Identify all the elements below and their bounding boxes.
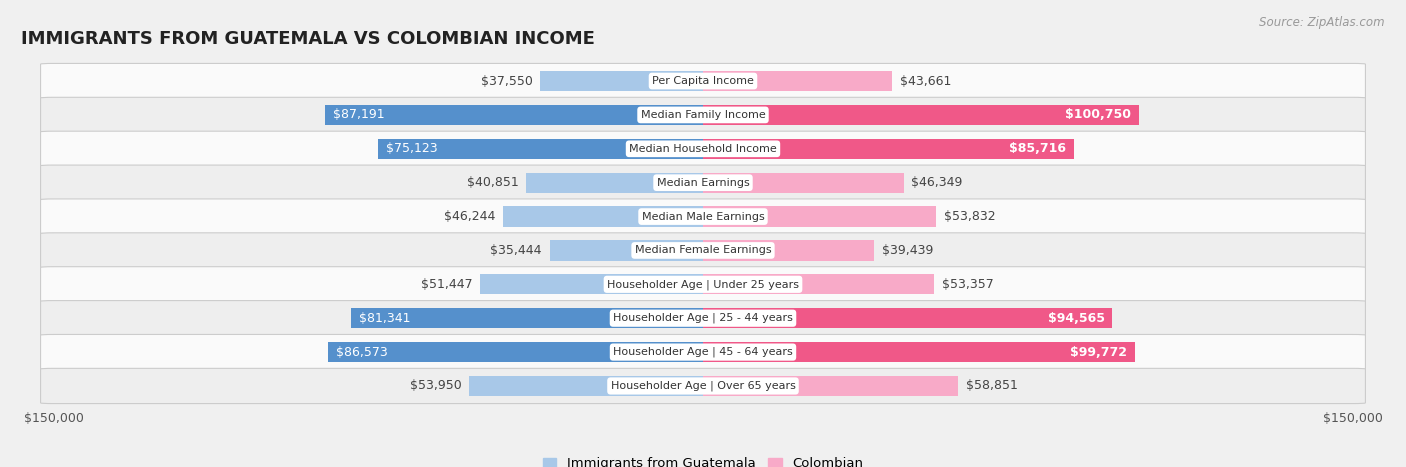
Text: $53,950: $53,950 — [411, 380, 461, 392]
FancyBboxPatch shape — [41, 334, 1365, 370]
Bar — [703, 172, 904, 193]
Bar — [328, 342, 703, 362]
Text: $53,357: $53,357 — [942, 278, 994, 291]
Text: $87,191: $87,191 — [333, 108, 385, 121]
Text: $43,661: $43,661 — [900, 75, 952, 87]
Bar — [540, 71, 703, 91]
Bar — [326, 105, 703, 125]
Bar — [703, 308, 1112, 328]
Text: $53,832: $53,832 — [943, 210, 995, 223]
Text: Per Capita Income: Per Capita Income — [652, 76, 754, 86]
Text: $85,716: $85,716 — [1010, 142, 1066, 156]
Bar — [481, 274, 703, 295]
Text: Median Earnings: Median Earnings — [657, 177, 749, 188]
Bar — [703, 139, 1074, 159]
Text: IMMIGRANTS FROM GUATEMALA VS COLOMBIAN INCOME: IMMIGRANTS FROM GUATEMALA VS COLOMBIAN I… — [21, 30, 595, 48]
Bar — [703, 241, 873, 261]
Text: Householder Age | Over 65 years: Householder Age | Over 65 years — [610, 381, 796, 391]
Bar — [703, 105, 1139, 125]
Bar — [470, 376, 703, 396]
FancyBboxPatch shape — [41, 267, 1365, 302]
Text: $99,772: $99,772 — [1070, 346, 1128, 359]
Text: Householder Age | Under 25 years: Householder Age | Under 25 years — [607, 279, 799, 290]
FancyBboxPatch shape — [41, 97, 1365, 133]
Text: Median Family Income: Median Family Income — [641, 110, 765, 120]
Bar — [703, 274, 934, 295]
Text: Householder Age | 25 - 44 years: Householder Age | 25 - 44 years — [613, 313, 793, 324]
Text: $51,447: $51,447 — [420, 278, 472, 291]
Bar — [703, 342, 1135, 362]
Text: $37,550: $37,550 — [481, 75, 533, 87]
Text: Householder Age | 45 - 64 years: Householder Age | 45 - 64 years — [613, 347, 793, 357]
Text: Median Female Earnings: Median Female Earnings — [634, 246, 772, 255]
Text: Median Household Income: Median Household Income — [628, 144, 778, 154]
FancyBboxPatch shape — [41, 368, 1365, 403]
Bar — [526, 172, 703, 193]
Text: $35,444: $35,444 — [491, 244, 541, 257]
Text: $46,349: $46,349 — [911, 176, 963, 189]
FancyBboxPatch shape — [41, 233, 1365, 268]
Legend: Immigrants from Guatemala, Colombian: Immigrants from Guatemala, Colombian — [537, 452, 869, 467]
Bar — [352, 308, 703, 328]
Bar — [550, 241, 703, 261]
Text: Median Male Earnings: Median Male Earnings — [641, 212, 765, 221]
Text: $86,573: $86,573 — [336, 346, 388, 359]
Text: $81,341: $81,341 — [359, 311, 411, 325]
FancyBboxPatch shape — [41, 64, 1365, 99]
FancyBboxPatch shape — [41, 199, 1365, 234]
Bar — [503, 206, 703, 226]
Text: $46,244: $46,244 — [444, 210, 495, 223]
FancyBboxPatch shape — [41, 131, 1365, 166]
Bar — [703, 71, 891, 91]
Text: $100,750: $100,750 — [1066, 108, 1132, 121]
Text: $39,439: $39,439 — [882, 244, 934, 257]
Text: Source: ZipAtlas.com: Source: ZipAtlas.com — [1260, 16, 1385, 29]
FancyBboxPatch shape — [41, 165, 1365, 200]
Bar — [378, 139, 703, 159]
Bar — [703, 376, 957, 396]
Text: $58,851: $58,851 — [966, 380, 1018, 392]
FancyBboxPatch shape — [41, 301, 1365, 336]
Text: $94,565: $94,565 — [1047, 311, 1105, 325]
Bar — [703, 206, 936, 226]
Text: $40,851: $40,851 — [467, 176, 519, 189]
Text: $75,123: $75,123 — [385, 142, 437, 156]
